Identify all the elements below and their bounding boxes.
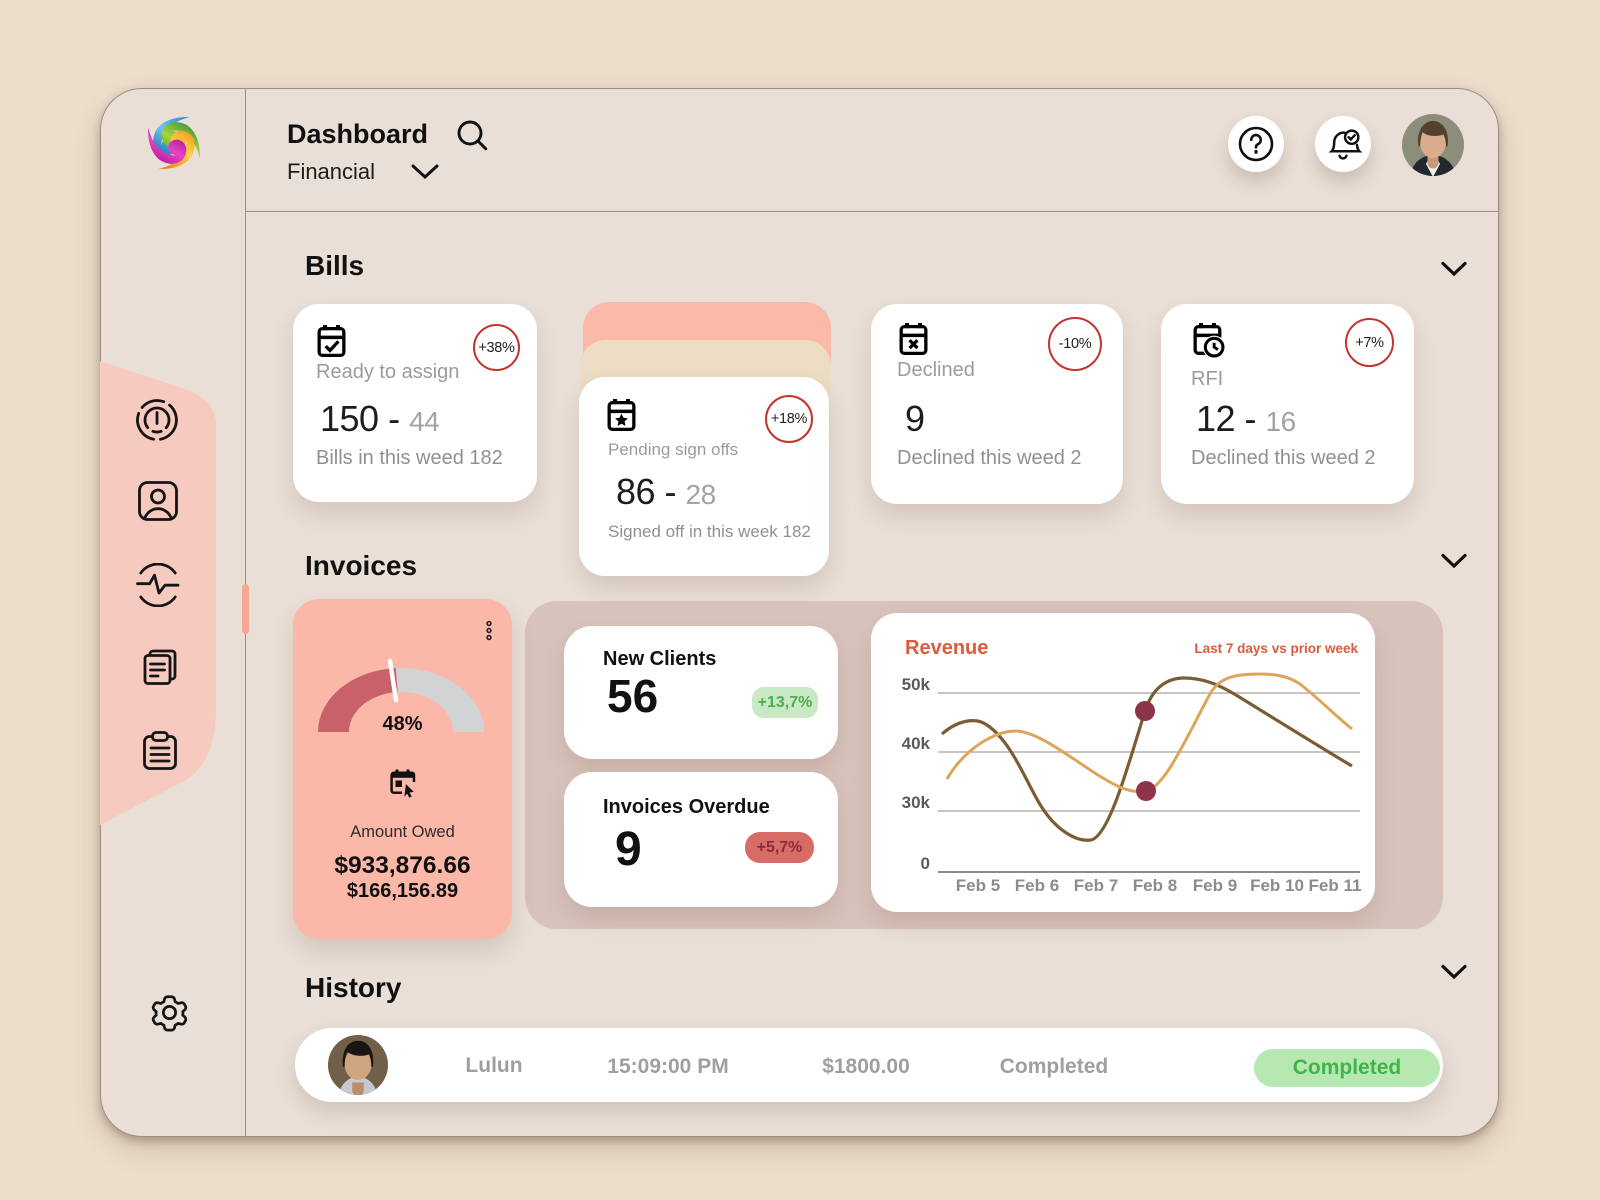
svg-text:0: 0 [921, 854, 930, 873]
svg-text:Feb 7: Feb 7 [1074, 876, 1118, 895]
svg-text:Feb 11: Feb 11 [1309, 876, 1362, 895]
svg-text:Feb 10: Feb 10 [1250, 876, 1304, 895]
svg-text:Feb 8: Feb 8 [1133, 876, 1177, 895]
svg-text:30k: 30k [902, 793, 931, 812]
svg-text:Feb 6: Feb 6 [1015, 876, 1059, 895]
svg-text:40k: 40k [902, 734, 931, 753]
svg-text:Feb 5: Feb 5 [956, 876, 1000, 895]
svg-text:50k: 50k [902, 675, 931, 694]
svg-text:Feb 9: Feb 9 [1193, 876, 1237, 895]
